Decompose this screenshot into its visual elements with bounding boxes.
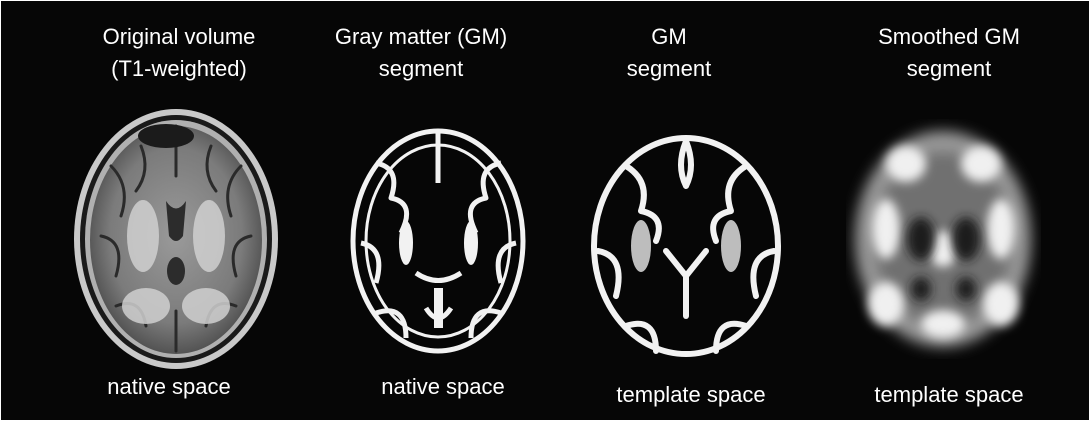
panel-3-title-line2: segment: [626, 56, 712, 81]
panel-4-title: Smoothed GM segment: [829, 21, 1069, 85]
panel-2-caption: native space: [381, 374, 505, 399]
panel-3-title-line1: GM: [651, 24, 687, 49]
panel-1-title: Original volume (T1-weighted): [59, 21, 299, 85]
t1-brain-image: [74, 109, 278, 369]
panel-4-title-line2: segment: [906, 56, 992, 81]
gm-segment-native-image: [350, 128, 526, 354]
panel-3-caption: template space: [616, 382, 766, 407]
panel-1-title-line2: (T1-weighted): [111, 56, 247, 81]
gm-segment-template-image: [591, 135, 781, 357]
panel-3-title: GM segment: [569, 21, 769, 85]
panel-1-caption: native space: [107, 374, 231, 399]
panel-2-title-line1: Gray matter (GM): [334, 24, 508, 49]
smoothed-gm-segment-image: [855, 131, 1031, 347]
panel-2-title: Gray matter (GM) segment: [301, 21, 541, 85]
panel-4-title-line1: Smoothed GM: [878, 24, 1020, 49]
panel-2-title-line2: segment: [378, 56, 464, 81]
panel-1-title-line1: Original volume: [102, 24, 256, 49]
panel-4-caption: template space: [874, 382, 1024, 407]
